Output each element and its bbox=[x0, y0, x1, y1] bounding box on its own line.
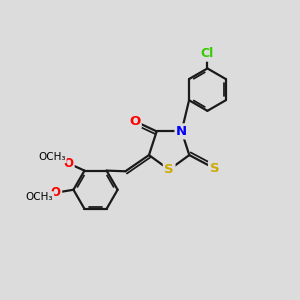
Text: O: O bbox=[63, 157, 73, 170]
Text: OCH₃: OCH₃ bbox=[26, 192, 53, 202]
Text: O: O bbox=[129, 115, 140, 128]
Text: S: S bbox=[164, 163, 174, 176]
Text: Cl: Cl bbox=[201, 47, 214, 60]
Text: S: S bbox=[209, 162, 219, 175]
Text: N: N bbox=[176, 125, 187, 138]
Text: OCH₃: OCH₃ bbox=[38, 152, 66, 162]
Text: O: O bbox=[51, 186, 61, 199]
